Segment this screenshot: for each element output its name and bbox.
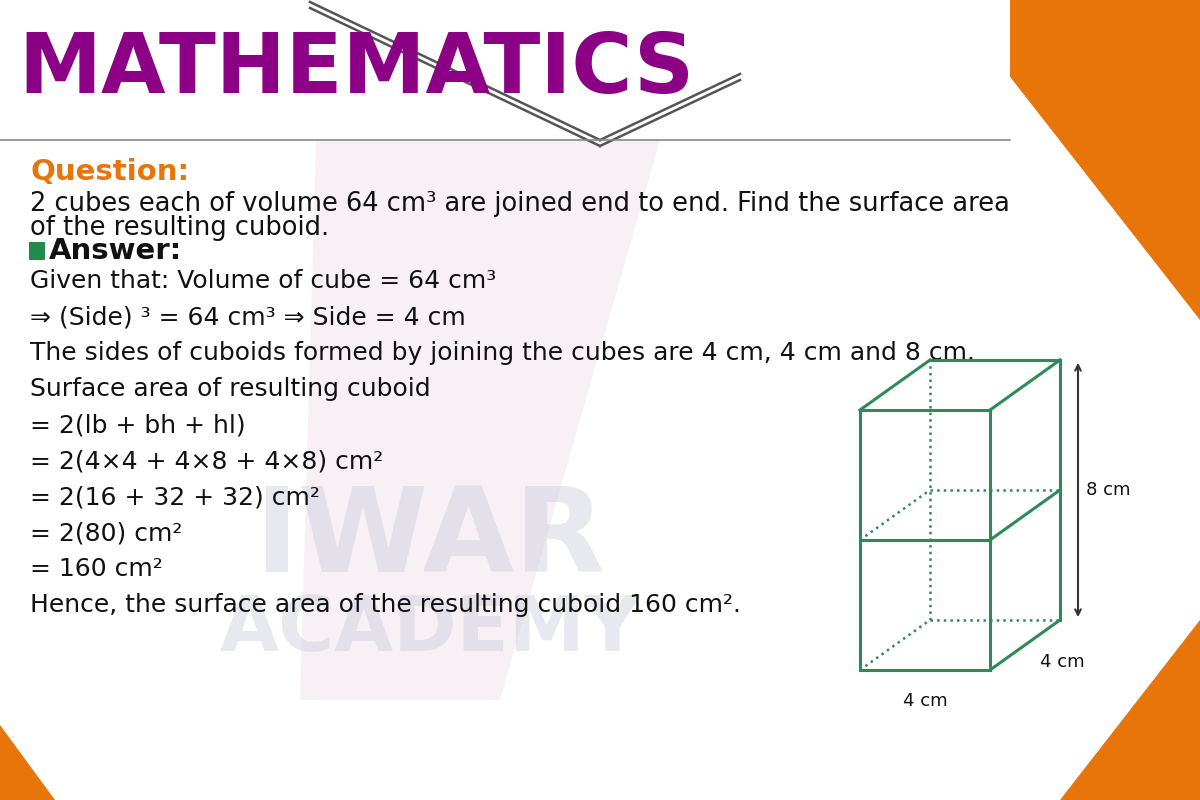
Text: 2 cubes each of volume 64 cm³ are joined end to end. Find the surface area: 2 cubes each of volume 64 cm³ are joined… <box>30 191 1010 217</box>
Polygon shape <box>300 0 700 700</box>
Text: ACADEMY: ACADEMY <box>220 593 641 667</box>
FancyBboxPatch shape <box>29 242 46 260</box>
Text: = 160 cm²: = 160 cm² <box>30 557 163 581</box>
Text: 4 cm: 4 cm <box>902 692 947 710</box>
Text: The sides of cuboids formed by joining the cubes are 4 cm, 4 cm and 8 cm.: The sides of cuboids formed by joining t… <box>30 341 974 365</box>
Text: 4 cm: 4 cm <box>1040 653 1085 671</box>
Text: = 2(4×4 + 4×8 + 4×8) cm²: = 2(4×4 + 4×8 + 4×8) cm² <box>30 449 383 473</box>
Text: ⇒ (Side) ³ = 64 cm³ ⇒ Side = 4 cm: ⇒ (Side) ³ = 64 cm³ ⇒ Side = 4 cm <box>30 305 466 329</box>
Text: = 2(16 + 32 + 32) cm²: = 2(16 + 32 + 32) cm² <box>30 485 320 509</box>
Text: 8 cm: 8 cm <box>1086 481 1130 499</box>
Text: Surface area of resulting cuboid: Surface area of resulting cuboid <box>30 377 431 401</box>
Text: = 2(lb + bh + hl): = 2(lb + bh + hl) <box>30 413 246 437</box>
Text: Question:: Question: <box>30 158 190 186</box>
Polygon shape <box>0 725 55 800</box>
Text: Answer:: Answer: <box>49 237 182 265</box>
Polygon shape <box>1060 620 1200 800</box>
Text: of the resulting cuboid.: of the resulting cuboid. <box>30 215 329 241</box>
Text: IWAR: IWAR <box>254 482 606 598</box>
Bar <box>0 0 1010 140</box>
Polygon shape <box>950 0 1200 320</box>
Text: = 2(80) cm²: = 2(80) cm² <box>30 521 182 545</box>
Text: MATHEMATICS: MATHEMATICS <box>18 30 694 110</box>
Text: Hence, the surface area of the resulting cuboid 160 cm².: Hence, the surface area of the resulting… <box>30 593 742 617</box>
Text: Given that: Volume of cube = 64 cm³: Given that: Volume of cube = 64 cm³ <box>30 269 497 293</box>
